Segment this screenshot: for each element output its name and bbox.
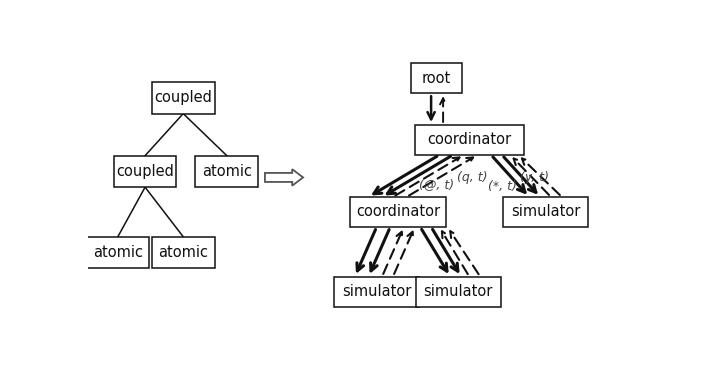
- Text: simulator: simulator: [342, 284, 411, 299]
- Text: (y, t): (y, t): [520, 171, 549, 184]
- FancyBboxPatch shape: [503, 197, 588, 227]
- Text: atomic: atomic: [202, 164, 252, 179]
- FancyBboxPatch shape: [152, 237, 214, 268]
- Text: atomic: atomic: [93, 245, 143, 260]
- FancyBboxPatch shape: [86, 237, 149, 268]
- Text: coordinator: coordinator: [427, 132, 511, 147]
- Text: (@, t): (@, t): [419, 179, 454, 191]
- Text: coordinator: coordinator: [356, 204, 441, 220]
- FancyBboxPatch shape: [114, 156, 176, 187]
- FancyBboxPatch shape: [416, 277, 501, 307]
- Text: root: root: [422, 71, 451, 86]
- FancyBboxPatch shape: [415, 125, 524, 155]
- Text: atomic: atomic: [158, 245, 208, 260]
- Text: coupled: coupled: [116, 164, 174, 179]
- FancyBboxPatch shape: [195, 156, 258, 187]
- FancyBboxPatch shape: [351, 197, 446, 227]
- Polygon shape: [265, 169, 303, 186]
- Text: (*, t): (*, t): [487, 180, 517, 193]
- FancyBboxPatch shape: [152, 82, 214, 113]
- Text: (q, t): (q, t): [457, 171, 487, 184]
- Text: simulator: simulator: [424, 284, 493, 299]
- FancyBboxPatch shape: [411, 63, 463, 93]
- FancyBboxPatch shape: [335, 277, 419, 307]
- Text: coupled: coupled: [154, 90, 212, 105]
- Text: simulator: simulator: [511, 204, 580, 220]
